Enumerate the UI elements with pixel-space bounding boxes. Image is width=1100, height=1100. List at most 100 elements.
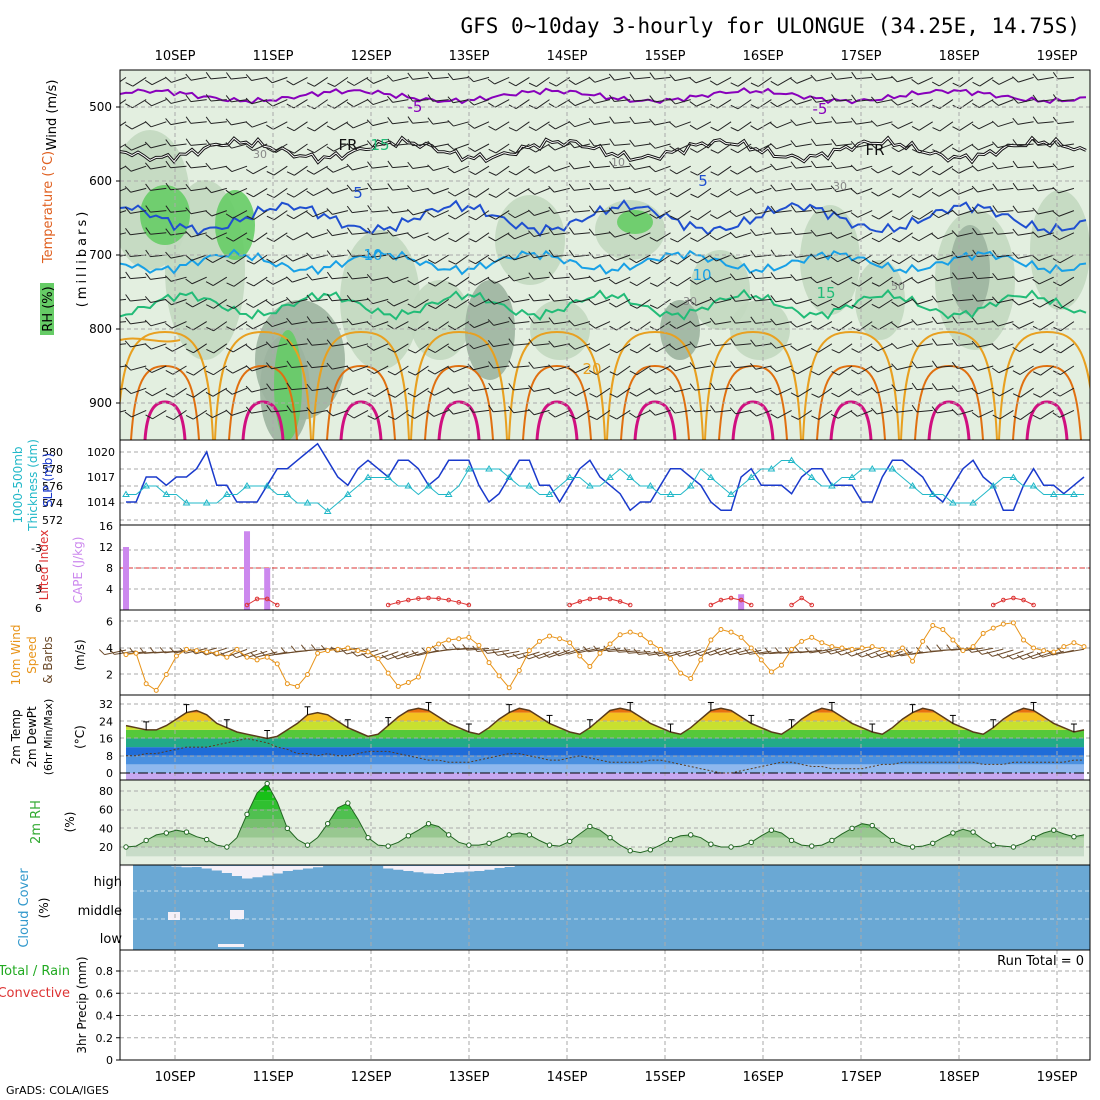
cloud-gap [121, 866, 132, 867]
wind-barb [165, 321, 187, 329]
wind-barb [225, 165, 248, 173]
wind-barb [770, 387, 792, 396]
thickness-marker [707, 473, 715, 480]
thickness-marker [142, 482, 151, 489]
wind-speed-point [587, 664, 593, 670]
wind-barb [971, 143, 994, 151]
wind-barb [714, 647, 742, 656]
wind-barb [870, 365, 893, 373]
wind-barb [1012, 117, 1034, 125]
wind-barb [814, 647, 843, 654]
wind-barb [245, 97, 268, 105]
wind-barb [366, 273, 389, 281]
wind-barb [891, 121, 913, 129]
rh-blob [660, 300, 700, 360]
cloud-gap [218, 944, 244, 947]
wind-barb [971, 317, 994, 325]
thickness-marker [969, 499, 977, 506]
wind-barb [689, 383, 711, 391]
slp-tick: 1020 [87, 446, 115, 459]
date-label-bottom: 14SEP [547, 1070, 588, 1085]
li-marker [1021, 597, 1026, 603]
wind-barb [568, 249, 590, 258]
wind-barb [1052, 409, 1075, 418]
wind-barb [548, 409, 570, 418]
wind-speed-point [405, 679, 411, 685]
wind-barb [185, 161, 207, 169]
wind-speed-point [133, 650, 139, 656]
rh-point [809, 843, 815, 849]
temp-tick: 0 [106, 767, 113, 780]
wind-barb [891, 276, 913, 286]
wind-barb [931, 210, 954, 219]
thickness-marker [525, 482, 534, 489]
wind-barb [286, 296, 308, 304]
wind-barb [467, 121, 490, 129]
wind-barb [327, 76, 349, 87]
wind-barb [306, 231, 328, 239]
thickness-marker [888, 465, 897, 472]
li-marker [577, 599, 583, 604]
wind-barb [185, 94, 207, 103]
wind-barb [972, 99, 994, 108]
wind-speed-point [415, 674, 421, 680]
wind-barb [1056, 647, 1085, 654]
wind-barb [750, 271, 772, 280]
wind-barb [1032, 116, 1054, 124]
wind-barb [548, 387, 570, 395]
wind-barb [502, 651, 530, 658]
wind-barb [951, 230, 974, 237]
wind-barb [225, 387, 248, 395]
wind-barb [286, 121, 308, 132]
wind-barb [407, 94, 429, 102]
wind-barb [407, 409, 429, 419]
contour-30 [731, 400, 775, 440]
cloud-gap [413, 866, 424, 873]
wind-barb [850, 210, 873, 218]
wind-barb [871, 165, 893, 174]
wind-barb [205, 232, 228, 240]
precip-panel: 0 0.2 0.4 0.6 0.8 Total / Rain Convective 3h… [0, 949, 1091, 1067]
rh-point [466, 842, 472, 848]
rh2m-panel: 20 40 60 80 2m RH (%) [29, 779, 1091, 866]
wind-barb [326, 293, 348, 302]
wind-label-2: Speed [25, 636, 39, 674]
wind-barb [750, 76, 772, 87]
wind-barb [810, 74, 833, 82]
rh-axis-label: RH (%) [41, 286, 56, 331]
wind-speed-point [143, 681, 149, 687]
rh-point [708, 841, 714, 847]
wind-barb [568, 227, 590, 235]
cloud-gap [282, 866, 293, 871]
wind-barb [911, 318, 933, 326]
contour-label: 30 [253, 148, 267, 161]
contour-label: 15 [370, 136, 389, 154]
wind-barb [346, 99, 369, 108]
li-tick: 0 [35, 562, 42, 575]
precip-tick: 0.8 [96, 965, 114, 978]
wind-barb [568, 99, 591, 107]
precip-tick: 0.2 [96, 1032, 114, 1045]
wind-barb [120, 187, 127, 196]
thickness-marker [989, 482, 998, 489]
wind-barb [870, 143, 893, 151]
thickness-marker [222, 490, 231, 497]
wind-barb [724, 648, 752, 656]
wind-speed-point [819, 640, 825, 646]
wind-barb [649, 72, 671, 80]
wind-barb [709, 254, 732, 262]
wind-barb [811, 409, 833, 420]
wind-barb [870, 407, 893, 415]
date-label-bottom: 13SEP [449, 1070, 490, 1085]
wind-barb [381, 651, 409, 660]
wind-barb [124, 340, 147, 348]
wind-barb [629, 409, 651, 418]
thickness-marker [485, 465, 493, 472]
wind-barb [891, 405, 913, 413]
wind-barb [120, 121, 127, 132]
wind-barb [144, 365, 167, 373]
wind-barb [891, 210, 913, 221]
wind-barb [649, 276, 671, 287]
wind-barb [120, 387, 127, 392]
contour-25 [130, 364, 200, 440]
